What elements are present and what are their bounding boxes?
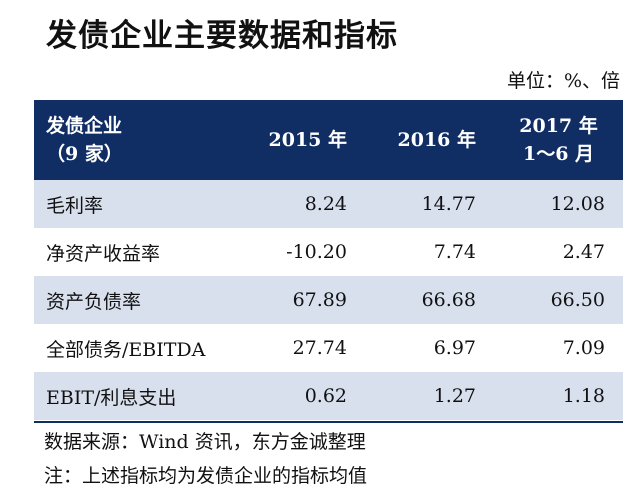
header-company-line2: （9 家） bbox=[46, 143, 123, 165]
table-row: 毛利率 8.24 14.77 12.08 bbox=[34, 180, 623, 228]
table-bottom-rule bbox=[34, 421, 623, 423]
footnote: 注：上述指标均为发债企业的指标均值 bbox=[44, 465, 368, 487]
page-title: 发债企业主要数据和指标 bbox=[46, 18, 398, 54]
table-row: EBIT/利息支出 0.62 1.27 1.18 bbox=[34, 372, 623, 420]
table-row: 全部债务/EBITDA 27.74 6.97 7.09 bbox=[34, 324, 623, 372]
header-2017: 2017 年 1～6 月 bbox=[494, 100, 623, 180]
header-2015: 2015 年 bbox=[268, 129, 348, 151]
cell-2016: 1.27 bbox=[433, 385, 476, 407]
cell-2016: 6.97 bbox=[433, 337, 476, 359]
header-company: 发债企业 （9 家） bbox=[34, 100, 236, 180]
cell-2017: 66.50 bbox=[550, 289, 605, 311]
header-2017-line2: 1～6 月 bbox=[522, 143, 595, 165]
header-company-line1: 发债企业 bbox=[46, 115, 123, 137]
row-label: 净资产收益率 bbox=[46, 242, 161, 265]
unit-label: 单位：%、倍 bbox=[506, 70, 620, 92]
cell-2017: 12.08 bbox=[550, 193, 605, 215]
table-row: 资产负债率 67.89 66.68 66.50 bbox=[34, 276, 623, 324]
table-row: 净资产收益率 -10.20 7.74 2.47 bbox=[34, 228, 623, 276]
table-header-row: 发债企业 （9 家） 2015 年 2016 年 2017 年 1～6 月 bbox=[34, 100, 623, 180]
indicator-table: 发债企业 （9 家） 2015 年 2016 年 2017 年 1～6 月 毛利… bbox=[34, 100, 623, 420]
cell-2016: 7.74 bbox=[433, 241, 476, 263]
data-source: 数据来源：Wind 资讯，东方金诚整理 bbox=[44, 431, 366, 453]
header-2017-line1: 2017 年 bbox=[519, 115, 598, 137]
cell-2015: -10.20 bbox=[286, 241, 347, 263]
row-label: 资产负债率 bbox=[46, 290, 142, 313]
cell-2017: 2.47 bbox=[562, 241, 605, 263]
cell-2016: 14.77 bbox=[421, 193, 476, 215]
cell-2017: 7.09 bbox=[562, 337, 605, 359]
cell-2015: 0.62 bbox=[304, 385, 347, 407]
row-label: 全部债务/EBITDA bbox=[46, 338, 206, 361]
cell-2015: 8.24 bbox=[304, 193, 347, 215]
row-label: 毛利率 bbox=[46, 194, 104, 217]
header-2016: 2016 年 bbox=[397, 129, 477, 151]
cell-2016: 66.68 bbox=[421, 289, 476, 311]
cell-2017: 1.18 bbox=[562, 385, 605, 407]
cell-2015: 27.74 bbox=[292, 337, 347, 359]
cell-2015: 67.89 bbox=[292, 289, 347, 311]
row-label: EBIT/利息支出 bbox=[46, 386, 177, 409]
